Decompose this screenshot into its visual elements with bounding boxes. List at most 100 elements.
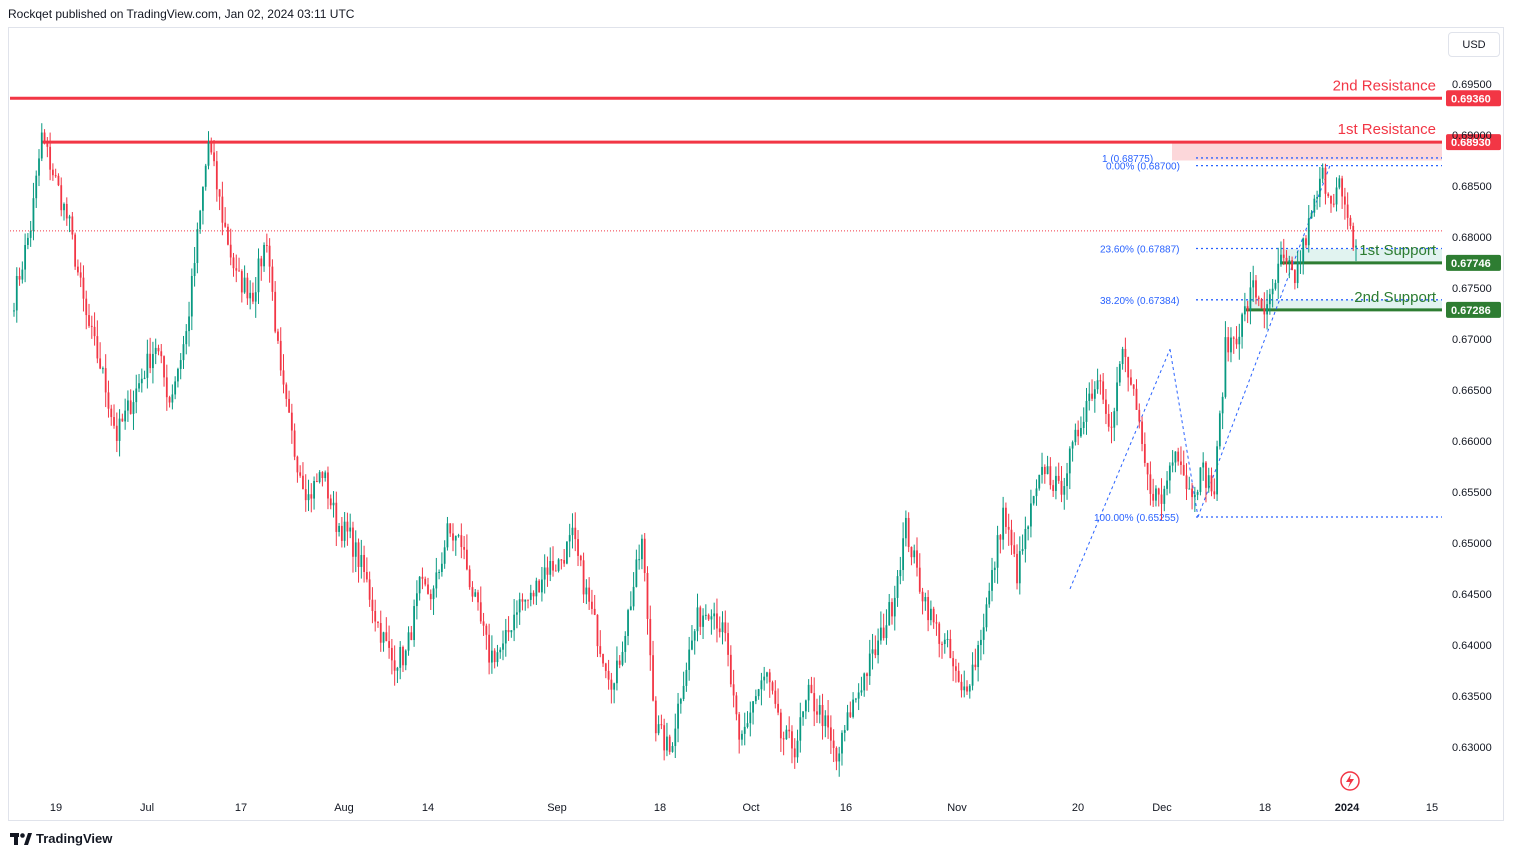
candle-body (207, 142, 210, 166)
candle (571, 513, 574, 549)
candle-body (177, 368, 179, 382)
y-tick-label: 0.66500 (1452, 385, 1492, 397)
candle-body (271, 266, 274, 292)
candle (668, 734, 671, 755)
candle-body (579, 555, 582, 561)
candle-body (110, 408, 113, 418)
candle-body (946, 638, 949, 640)
candle (482, 612, 485, 636)
candle-body (302, 475, 304, 490)
candle-body (365, 572, 368, 580)
candle-body (507, 630, 510, 633)
candle (832, 729, 835, 763)
candle (946, 630, 949, 648)
candle-body (1246, 306, 1249, 311)
candle-body (1016, 553, 1018, 584)
2nd-support-price-text: 0.67286 (1451, 305, 1491, 317)
candle-body (1196, 491, 1199, 495)
candle-body (118, 418, 121, 441)
candle-body (1271, 288, 1274, 295)
candle (307, 479, 310, 512)
candle-body (757, 689, 760, 697)
candle-body (1102, 381, 1105, 400)
candle (1321, 163, 1324, 184)
candle (1221, 392, 1224, 430)
candle (243, 265, 246, 294)
candle-body (479, 602, 482, 622)
fib-level-label: 23.60% (0.67887) (1100, 245, 1180, 256)
tradingview-logo[interactable]: TradingView (10, 831, 112, 846)
candle-body (121, 418, 124, 422)
price-axis[interactable]: 0.69500 0.69000 0.68500 0.68000 0.67500 0.670… (1452, 79, 1492, 754)
candle-body (1343, 196, 1346, 205)
candle (1332, 193, 1335, 208)
candle-body (1352, 225, 1355, 248)
candle-body (932, 608, 935, 623)
candle-body (88, 315, 90, 326)
candle (182, 335, 185, 369)
candle (265, 233, 268, 253)
candle-body (674, 728, 677, 747)
candle-body (832, 740, 835, 748)
candle-body (999, 535, 1002, 540)
candle (1249, 271, 1252, 325)
candle-body (402, 646, 404, 666)
candle (807, 679, 810, 713)
candle-body (1055, 475, 1057, 491)
candle-body (149, 353, 152, 369)
candle (929, 600, 932, 626)
candle-body (288, 398, 290, 413)
candle (499, 647, 502, 659)
candle (1024, 516, 1027, 563)
candle-body (446, 523, 449, 548)
candle (1185, 463, 1188, 501)
candle-body (221, 196, 224, 223)
candle (560, 559, 563, 570)
candle (1118, 361, 1121, 387)
candle-body (1232, 337, 1235, 339)
candle-body (874, 649, 877, 656)
candle-body (1068, 448, 1071, 474)
candle (193, 247, 196, 287)
candle (1180, 446, 1182, 475)
candle-body (165, 377, 168, 398)
candle (749, 701, 752, 737)
candle-body (577, 539, 579, 556)
candle (1238, 323, 1241, 360)
candle-body (1005, 507, 1007, 527)
candle (449, 523, 452, 537)
2nd-support-price-tag: 0.67286 (1446, 301, 1501, 318)
candle-body (752, 701, 754, 713)
candle-body (629, 606, 632, 611)
candle (474, 589, 477, 598)
candle-body (79, 272, 82, 278)
currency-button[interactable]: USD (1448, 32, 1500, 57)
candle-body (688, 649, 691, 670)
candle (1188, 476, 1191, 490)
candle (488, 623, 491, 675)
candle (502, 630, 504, 661)
candle-body (385, 632, 388, 642)
lightning-icon[interactable] (1340, 771, 1360, 791)
candle (224, 207, 227, 228)
candle-body (360, 554, 363, 567)
candle (546, 556, 549, 587)
candle-body (482, 621, 485, 626)
candle-body (1163, 488, 1166, 504)
candle-body (332, 502, 335, 506)
candle-body (13, 310, 15, 312)
candle (1227, 327, 1230, 362)
candle-body (474, 592, 477, 597)
candle (38, 149, 40, 187)
candle-body (460, 535, 463, 548)
time-axis[interactable]: 19 Jul 17 Aug 14 Sep 18 Oct 16 Nov 20 Dec 18 2024 15 (50, 802, 1438, 814)
candle (541, 566, 543, 602)
candle (904, 510, 907, 547)
candle (804, 699, 807, 720)
candle (93, 312, 96, 346)
candle-body (104, 368, 107, 393)
candle-body (929, 608, 932, 621)
candle-body (49, 146, 52, 170)
candle-body (485, 625, 488, 635)
